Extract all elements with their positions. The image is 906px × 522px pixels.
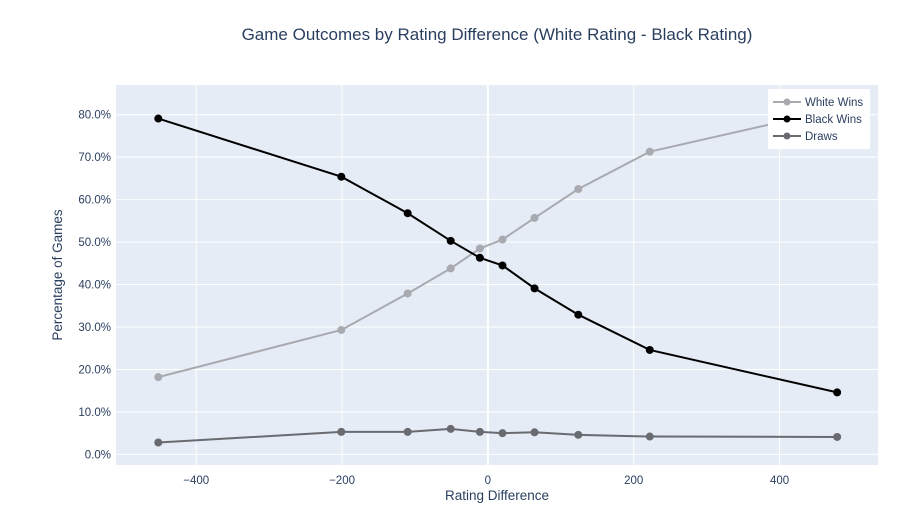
y-tick-label: 60.0% xyxy=(78,195,111,207)
data-point-draws[interactable] xyxy=(574,430,583,439)
y-tick-label: 10.0% xyxy=(78,407,111,419)
y-tick-label: 70.0% xyxy=(78,152,111,164)
data-point-white-wins[interactable] xyxy=(645,147,654,156)
data-point-draws[interactable] xyxy=(498,429,507,438)
data-point-white-wins[interactable] xyxy=(530,213,539,222)
data-point-white-wins[interactable] xyxy=(574,185,583,194)
legend-marker xyxy=(783,115,791,123)
legend-item-draws[interactable]: Draws xyxy=(773,131,838,143)
data-point-white-wins[interactable] xyxy=(403,289,412,298)
data-point-white-wins[interactable] xyxy=(154,373,163,382)
data-point-black-wins[interactable] xyxy=(498,261,507,270)
data-point-black-wins[interactable] xyxy=(833,388,842,397)
data-point-white-wins[interactable] xyxy=(475,244,484,253)
chart-title: Game Outcomes by Rating Difference (Whit… xyxy=(242,25,753,44)
y-tick-label: 50.0% xyxy=(78,237,111,249)
x-tick-label: 400 xyxy=(770,475,789,487)
y-tick-label: 80.0% xyxy=(78,110,111,122)
data-point-black-wins[interactable] xyxy=(403,209,412,218)
y-axis-title: Percentage of Games xyxy=(50,209,65,341)
data-point-black-wins[interactable] xyxy=(645,345,654,354)
y-axis: 0.0% 10.0% 20.0% 30.0% 40.0% 50.0% 60.0% 70.0% 8… xyxy=(78,110,111,462)
data-point-draws[interactable] xyxy=(403,427,412,436)
data-point-white-wins[interactable] xyxy=(446,264,455,273)
data-point-draws[interactable] xyxy=(645,432,654,441)
data-point-black-wins[interactable] xyxy=(574,310,583,319)
data-point-draws[interactable] xyxy=(154,438,163,447)
legend-label: Draws xyxy=(805,131,838,143)
plot-area xyxy=(116,85,878,465)
series-layer xyxy=(154,105,842,447)
y-tick-label: 20.0% xyxy=(78,364,111,376)
y-tick-label: 30.0% xyxy=(78,322,111,334)
x-axis: −400 −200 0 200 400 xyxy=(183,475,789,487)
data-point-black-wins[interactable] xyxy=(446,236,455,245)
data-point-draws[interactable] xyxy=(833,432,842,441)
data-point-draws[interactable] xyxy=(446,424,455,433)
x-tick-label: −400 xyxy=(183,475,209,487)
data-point-black-wins[interactable] xyxy=(475,253,484,262)
legend-marker xyxy=(783,132,791,140)
data-point-draws[interactable] xyxy=(337,427,346,436)
series-line-draws xyxy=(158,427,838,444)
x-axis-title: Rating Difference xyxy=(445,488,549,503)
data-point-white-wins[interactable] xyxy=(337,325,346,334)
x-tick-label: −200 xyxy=(329,475,355,487)
series-line-black-wins xyxy=(157,117,838,394)
legend-label: White Wins xyxy=(805,97,863,109)
data-point-black-wins[interactable] xyxy=(154,114,163,123)
data-point-black-wins[interactable] xyxy=(530,284,539,293)
x-tick-label: 200 xyxy=(624,475,643,487)
y-tick-label: 40.0% xyxy=(78,280,111,292)
legend-item-white-wins[interactable]: White Wins xyxy=(773,97,863,109)
data-point-black-wins[interactable] xyxy=(337,172,346,181)
legend-label: Black Wins xyxy=(805,114,862,126)
legend[interactable]: White Wins Black Wins Draws xyxy=(768,89,870,149)
series-line-white-wins xyxy=(158,108,838,379)
y-tick-label: 0.0% xyxy=(85,449,111,461)
data-point-draws[interactable] xyxy=(475,427,484,436)
x-tick-label: 0 xyxy=(485,475,491,487)
legend-marker xyxy=(783,98,791,106)
legend-item-black-wins[interactable]: Black Wins xyxy=(773,114,862,126)
data-point-white-wins[interactable] xyxy=(498,235,507,244)
series-draws xyxy=(154,424,842,447)
data-point-draws[interactable] xyxy=(530,428,539,437)
series-black-wins xyxy=(154,114,842,397)
series-white-wins xyxy=(154,105,842,382)
